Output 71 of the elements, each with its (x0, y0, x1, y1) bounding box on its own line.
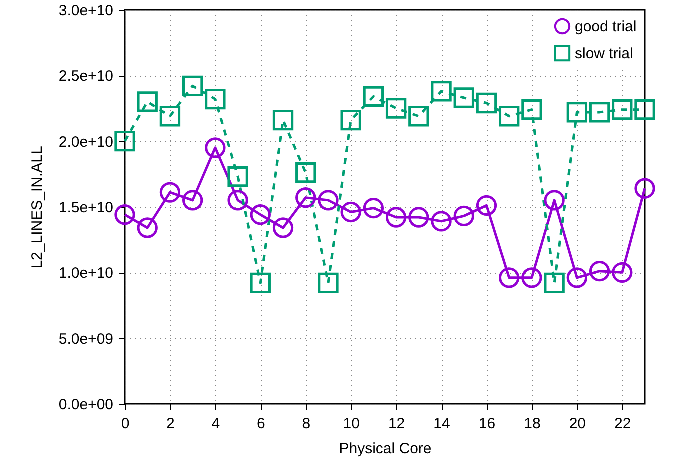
point (522, 99, 542, 120)
point (205, 88, 226, 110)
point (272, 218, 294, 238)
point (250, 272, 271, 294)
x-tick-label: 10 (343, 416, 360, 432)
x-tick-label: 20 (569, 416, 586, 432)
point (363, 198, 384, 219)
point (408, 207, 430, 228)
point (137, 92, 158, 112)
point (522, 268, 542, 288)
point (566, 102, 588, 123)
point (386, 207, 407, 228)
point (114, 204, 136, 226)
point (634, 178, 656, 199)
point (634, 99, 656, 120)
point (476, 92, 498, 114)
x-tick-label: 18 (524, 416, 541, 432)
x-tick-label: 8 (302, 416, 311, 432)
x-tick-label: 14 (434, 416, 450, 432)
point (566, 268, 588, 288)
x-tick-label: 2 (166, 416, 175, 432)
point (386, 98, 407, 119)
point (544, 190, 565, 211)
point (431, 81, 452, 102)
point (272, 110, 294, 131)
point (228, 190, 248, 211)
point (296, 187, 316, 208)
point (160, 182, 181, 203)
point (228, 166, 248, 188)
point (476, 195, 498, 216)
point (454, 206, 474, 227)
legend-label: slow trial (575, 46, 634, 62)
point (318, 190, 339, 211)
point (589, 102, 610, 123)
point (114, 131, 136, 152)
y-axis-title: L2_LINES_IN.ALL (28, 146, 46, 269)
point (250, 204, 271, 226)
y-tick-label: 2.5e+10 (58, 68, 114, 86)
x-tick-label: 16 (478, 416, 496, 432)
y-tick-label: 5.0e+09 (58, 330, 114, 348)
x-tick-label: 12 (388, 416, 406, 432)
x-tick-label: 0 (121, 416, 130, 432)
point (137, 218, 158, 238)
y-tick-label: 1.5e+10 (58, 200, 114, 216)
point (544, 272, 565, 294)
point (182, 190, 204, 211)
point (182, 76, 204, 97)
x-tick-label: 22 (614, 416, 632, 432)
y-tick-label: 0.0e+00 (58, 396, 114, 414)
point (160, 106, 181, 127)
legend-label: good trial (575, 18, 637, 36)
point (499, 268, 520, 288)
point (454, 88, 474, 108)
point (318, 272, 339, 294)
y-tick-label: 3.0e+10 (58, 2, 114, 20)
x-tick-label: 4 (212, 416, 220, 432)
point (499, 106, 520, 127)
point (612, 262, 633, 283)
point (408, 106, 430, 127)
point (363, 86, 384, 108)
x-axis-title: Physical Core (339, 440, 432, 458)
point (340, 110, 362, 131)
point (589, 261, 610, 282)
point (431, 211, 452, 232)
x-tick-label: 6 (256, 416, 266, 432)
point (340, 202, 362, 223)
point (612, 99, 633, 120)
y-tick-label: 1.0e+10 (58, 265, 114, 282)
y-tick-label: 2.0e+10 (58, 134, 114, 151)
point (205, 138, 226, 158)
point (296, 162, 316, 184)
